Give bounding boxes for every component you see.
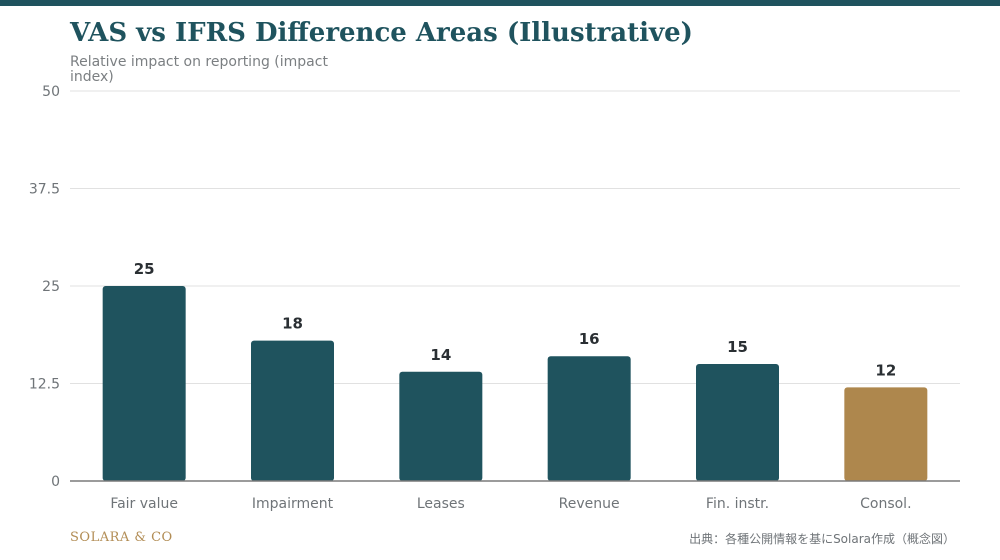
bar [844,387,928,481]
x-tick-label: Fin. instr. [706,496,769,512]
y-tick-label: 50 [42,84,60,100]
bar [399,371,483,481]
x-tick-label: Consol. [860,496,911,512]
data-label: 25 [134,260,155,278]
data-label: 18 [282,315,303,333]
x-tick-label: Leases [417,496,465,512]
source-note: 出典：各種公開情報を基にSolara作成（概念図） [689,532,955,546]
y-axis-label: Relative impact on reporting (impact ind… [70,54,328,85]
bar [696,364,779,481]
bar-chart: 0 12.5 25 37.5 50 25 Fair value 18 Impairment 14 L… [29,84,960,512]
data-label: 12 [875,361,896,379]
data-label: 14 [430,346,451,364]
data-label: 15 [727,338,748,356]
brand-logo-text: SOLARA & CO [70,530,173,545]
top-accent-bar [0,0,1000,6]
x-tick-label: Impairment [252,496,334,512]
y-tick-label: 25 [42,279,60,295]
x-tick-label: Fair value [110,496,178,512]
chart-title: VAS vs IFRS Difference Areas (Illustrati… [70,18,693,48]
y-tick-label: 0 [51,474,60,490]
bar [547,356,631,481]
data-label: 16 [579,330,600,348]
y-tick-label: 12.5 [29,377,60,393]
bar [251,340,334,481]
y-tick-label: 37.5 [29,182,60,198]
x-tick-label: Revenue [559,496,620,512]
bar [102,286,186,481]
